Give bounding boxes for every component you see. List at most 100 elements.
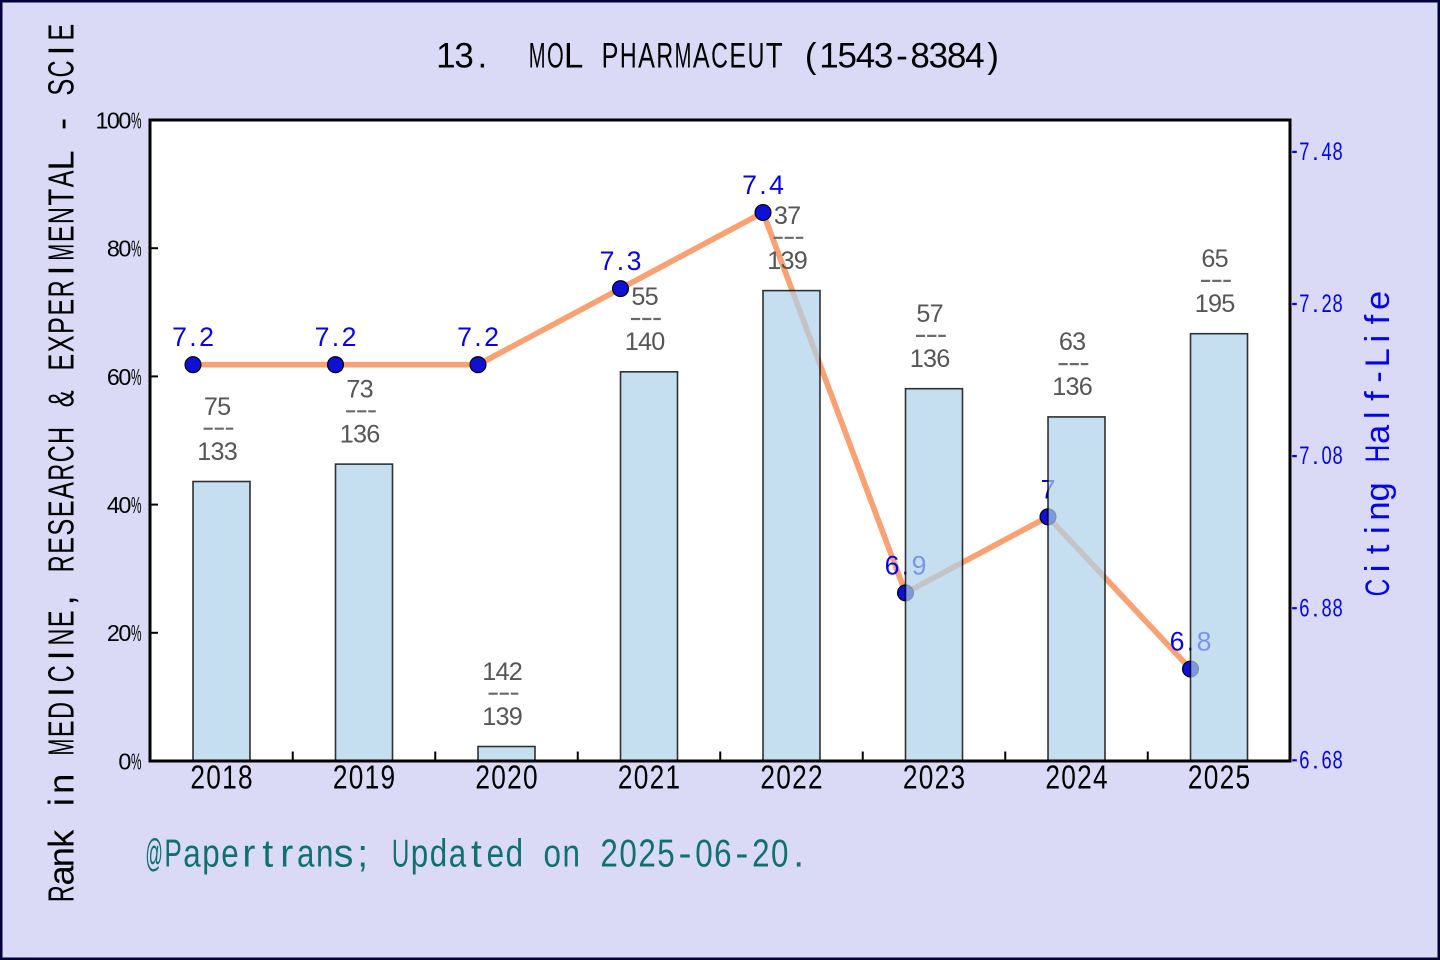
svg-text:2: 2 [333, 760, 348, 797]
svg-text:1: 1 [666, 760, 681, 797]
svg-text:55: 55 [631, 283, 658, 311]
svg-text:2: 2 [600, 833, 617, 876]
svg-text:2: 2 [1321, 291, 1331, 318]
svg-text:100: 100 [95, 107, 131, 133]
svg-text:.: . [1312, 443, 1319, 470]
svg-text:136: 136 [340, 420, 381, 448]
svg-text:3: 3 [951, 760, 966, 797]
svg-text:P: P [41, 317, 82, 334]
svg-text:I: I [41, 265, 82, 275]
svg-text:6: 6 [1299, 595, 1309, 622]
svg-text:139: 139 [767, 247, 808, 275]
svg-text:6: 6 [714, 833, 731, 876]
svg-text:M: M [41, 739, 82, 756]
svg-text:U: U [392, 833, 409, 876]
svg-text:2: 2 [1045, 760, 1060, 797]
svg-text:7.3: 7.3 [600, 246, 642, 276]
svg-text:I: I [41, 687, 82, 697]
svg-text:.: . [793, 833, 804, 876]
svg-text:2: 2 [618, 760, 633, 797]
svg-text:A: A [638, 37, 655, 76]
svg-text:2: 2 [507, 760, 522, 797]
svg-text:R: R [656, 37, 673, 76]
svg-text:rtr: rtr [242, 833, 293, 876]
svg-text:M: M [41, 244, 82, 261]
svg-text:E: E [41, 720, 82, 737]
svg-text:4: 4 [1321, 139, 1331, 166]
svg-text:65: 65 [1201, 245, 1228, 273]
svg-text:6: 6 [1321, 747, 1331, 774]
svg-text:M: M [529, 37, 546, 76]
svg-text:7: 7 [1299, 139, 1309, 166]
svg-text:136: 136 [1052, 373, 1093, 401]
svg-text:@: @ [145, 833, 162, 876]
svg-text:7: 7 [1299, 291, 1309, 318]
svg-text:8: 8 [1333, 291, 1343, 318]
svg-text:6: 6 [1299, 747, 1309, 774]
svg-text:M: M [675, 37, 692, 76]
svg-text:133: 133 [197, 438, 238, 466]
svg-text:2: 2 [638, 833, 655, 876]
svg-text:A: A [41, 482, 82, 499]
svg-text:E: E [729, 37, 746, 76]
svg-text:4: 4 [1093, 760, 1108, 797]
svg-text:O: O [547, 37, 564, 76]
svg-text:8: 8 [1333, 595, 1343, 622]
svg-text:9: 9 [381, 760, 396, 797]
svg-text:5: 5 [657, 833, 674, 876]
svg-text:I: I [41, 650, 82, 660]
svg-text:S: S [41, 519, 82, 536]
svg-text:2: 2 [1220, 760, 1235, 797]
svg-text:alf-Life: alf-Life [1359, 291, 1397, 444]
svg-text:P: P [602, 37, 619, 76]
svg-text:%: % [131, 620, 142, 646]
svg-text:0: 0 [491, 760, 506, 797]
svg-text:%: % [131, 492, 142, 518]
svg-text:2: 2 [808, 760, 823, 797]
svg-text:A: A [41, 170, 82, 187]
svg-text:0: 0 [349, 760, 364, 797]
svg-text:E: E [41, 354, 82, 371]
svg-text:p: p [202, 833, 219, 876]
svg-text:R: R [41, 555, 82, 572]
svg-text:73: 73 [346, 375, 373, 403]
svg-text:C: C [41, 60, 82, 77]
svg-text:0: 0 [771, 833, 788, 876]
svg-text:d: d [506, 833, 523, 876]
svg-text:a: a [449, 833, 467, 876]
svg-text:8: 8 [1333, 139, 1343, 166]
svg-text:N: N [41, 629, 82, 646]
svg-text:2: 2 [903, 760, 918, 797]
svg-text:8: 8 [1333, 747, 1343, 774]
svg-text:n: n [562, 833, 579, 876]
svg-text:E: E [41, 610, 82, 627]
svg-text:T: T [41, 189, 82, 206]
svg-text:S: S [41, 79, 82, 96]
svg-text:.: . [1312, 291, 1319, 318]
svg-text:%: % [131, 748, 142, 774]
svg-text:75: 75 [204, 393, 231, 421]
svg-text:2: 2 [935, 760, 950, 797]
svg-text:E: E [41, 299, 82, 316]
svg-text:(1543-8384): (1543-8384) [805, 37, 999, 76]
svg-text:7.4: 7.4 [742, 170, 784, 200]
svg-text:.: . [1312, 595, 1319, 622]
svg-text:0: 0 [919, 760, 934, 797]
svg-text:140: 140 [625, 328, 666, 356]
svg-text:%: % [131, 236, 142, 262]
svg-text:2: 2 [650, 760, 665, 797]
svg-text:0: 0 [1321, 443, 1331, 470]
svg-text:2: 2 [1077, 760, 1092, 797]
svg-text:139: 139 [482, 703, 523, 731]
svg-text:H: H [41, 427, 82, 444]
svg-text:.: . [1312, 139, 1319, 166]
svg-text:n: n [316, 833, 333, 876]
svg-text:8: 8 [1333, 443, 1343, 470]
svg-text:C: C [41, 445, 82, 462]
svg-text:5: 5 [1236, 760, 1251, 797]
svg-text:0: 0 [1061, 760, 1076, 797]
svg-text:7: 7 [1299, 443, 1309, 470]
svg-text:8: 8 [238, 760, 253, 797]
svg-text:142: 142 [482, 658, 523, 686]
svg-text:E: E [41, 225, 82, 242]
